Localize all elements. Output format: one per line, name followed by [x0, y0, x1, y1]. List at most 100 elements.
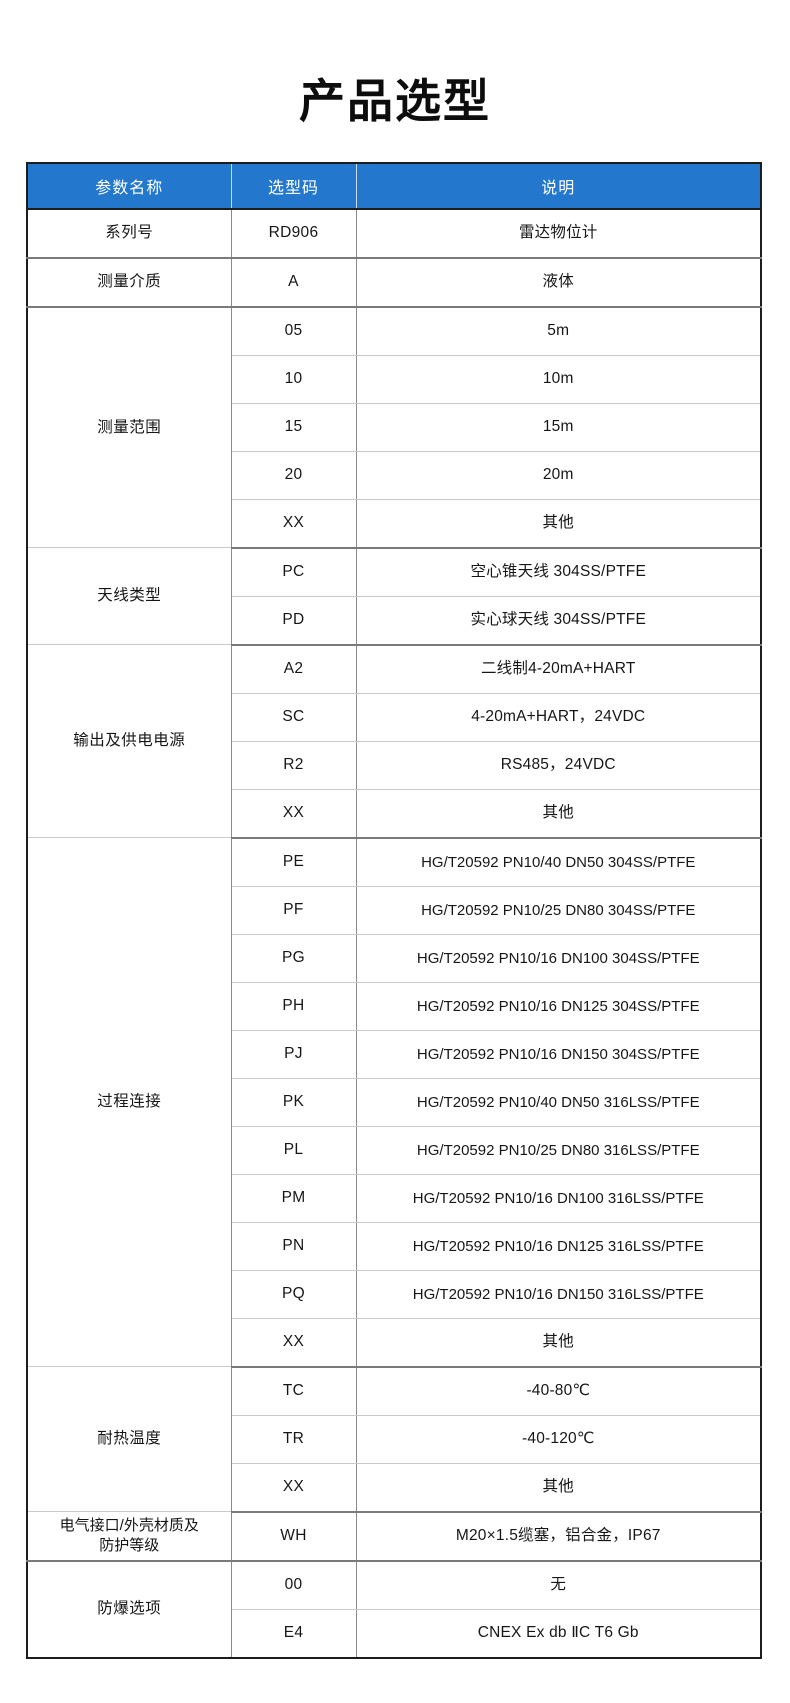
description-cell: 20m	[356, 451, 761, 500]
table-row: PL HG/T20592 PN10/25 DN80 316LSS/PTFE	[27, 1126, 761, 1175]
description-cell: HG/T20592 PN10/16 DN150 316LSS/PTFE	[356, 1270, 761, 1319]
table-row: 10 10m	[27, 355, 761, 404]
table-row: 系列号 RD906 雷达物位计	[27, 208, 761, 259]
table-row: 防爆选项 00 无	[27, 1560, 761, 1659]
column-header-code: 选型码	[231, 162, 357, 210]
selection-code-cell: PJ	[231, 1030, 357, 1079]
selection-code-cell: PD	[231, 596, 357, 646]
table-row: 输出及供电电源 A2 二线制4-20mA+HART	[27, 644, 761, 839]
product-selection-page: 产品选型 参数名称 选型码 说明 系列号 RD906 雷达物位计 测量介质 A 液体 测量范…	[0, 30, 790, 1703]
selection-code-cell: PK	[231, 1078, 357, 1127]
table-row: PH HG/T20592 PN10/16 DN125 304SS/PTFE	[27, 982, 761, 1031]
table-row: 15 15m	[27, 403, 761, 452]
param-name-cell: 耐热温度	[27, 1366, 232, 1513]
description-cell: HG/T20592 PN10/25 DN80 304SS/PTFE	[356, 886, 761, 935]
product-selection-table: 参数名称 选型码 说明 系列号 RD906 雷达物位计 测量介质 A 液体 测量范围 05 5m…	[26, 161, 762, 1659]
description-cell: HG/T20592 PN10/16 DN100 304SS/PTFE	[356, 934, 761, 983]
selection-code-cell: 00	[231, 1560, 357, 1610]
table-row: TR -40-120℃	[27, 1415, 761, 1464]
selection-code-cell: WH	[231, 1511, 357, 1562]
table-row: 20 20m	[27, 451, 761, 500]
column-header-param: 参数名称	[27, 162, 232, 210]
selection-code-cell: 10	[231, 355, 357, 404]
selection-code-cell: PL	[231, 1126, 357, 1175]
description-cell: RS485，24VDC	[356, 741, 761, 790]
description-cell: -40-80℃	[356, 1366, 761, 1416]
selection-code-cell: 20	[231, 451, 357, 500]
selection-code-cell: XX	[231, 1318, 357, 1368]
table-row: SC 4-20mA+HART，24VDC	[27, 693, 761, 742]
page-title: 产品选型	[299, 74, 491, 127]
param-name-cell: 输出及供电电源	[27, 644, 232, 839]
description-cell: 5m	[356, 306, 761, 356]
param-name-cell: 过程连接	[27, 837, 232, 1368]
table-header: 参数名称 选型码 说明	[27, 162, 761, 210]
selection-code-cell: XX	[231, 789, 357, 839]
description-cell: -40-120℃	[356, 1415, 761, 1464]
param-name-cell: 测量介质	[27, 257, 232, 308]
selection-code-cell: TR	[231, 1415, 357, 1464]
description-cell: 雷达物位计	[356, 208, 761, 259]
selection-code-cell: PE	[231, 837, 357, 887]
table-row: E4 CNEX Ex db ⅡC T6 Gb	[27, 1609, 761, 1658]
selection-code-cell: R2	[231, 741, 357, 790]
description-cell: 其他	[356, 1463, 761, 1513]
selection-code-cell: PG	[231, 934, 357, 983]
table-row: 天线类型 PC 空心锥天线 304SS/PTFE	[27, 547, 761, 646]
selection-code-cell: XX	[231, 1463, 357, 1513]
spec-table-container: 参数名称 选型码 说明 系列号 RD906 雷达物位计 测量介质 A 液体 测量范围 05 5m…	[26, 161, 762, 1659]
param-name-line-1: 电气接口/外壳材质及	[59, 1517, 199, 1535]
table-row: 耐热温度 TC -40-80℃	[27, 1366, 761, 1513]
selection-code-cell: PM	[231, 1174, 357, 1223]
table-row: PF HG/T20592 PN10/25 DN80 304SS/PTFE	[27, 886, 761, 935]
selection-code-cell: 05	[231, 306, 357, 356]
selection-code-cell: PH	[231, 982, 357, 1031]
table-row: R2 RS485，24VDC	[27, 741, 761, 790]
table-row: PM HG/T20592 PN10/16 DN100 316LSS/PTFE	[27, 1174, 761, 1223]
selection-code-cell: XX	[231, 499, 357, 549]
description-cell: HG/T20592 PN10/16 DN100 316LSS/PTFE	[356, 1174, 761, 1223]
selection-code-cell: 15	[231, 403, 357, 452]
table-body: 系列号 RD906 雷达物位计 测量介质 A 液体 测量范围 05 5m 10 10m 15 15m 20…	[27, 208, 761, 1659]
selection-code-cell: E4	[231, 1609, 357, 1658]
param-name-cell: 电气接口/外壳材质及 防护等级	[27, 1511, 232, 1562]
param-name-cell: 测量范围	[27, 306, 232, 549]
table-header-row: 参数名称 选型码 说明	[27, 162, 761, 210]
selection-code-cell: SC	[231, 693, 357, 742]
table-row: PQ HG/T20592 PN10/16 DN150 316LSS/PTFE	[27, 1270, 761, 1319]
selection-code-cell: PQ	[231, 1270, 357, 1319]
table-row: PK HG/T20592 PN10/40 DN50 316LSS/PTFE	[27, 1078, 761, 1127]
description-cell: 其他	[356, 789, 761, 839]
table-row: PN HG/T20592 PN10/16 DN125 316LSS/PTFE	[27, 1222, 761, 1271]
table-row: XX 其他	[27, 789, 761, 839]
selection-code-cell: A	[231, 257, 357, 308]
description-cell: 4-20mA+HART，24VDC	[356, 693, 761, 742]
table-row: 测量范围 05 5m	[27, 306, 761, 549]
description-cell: 无	[356, 1560, 761, 1610]
param-name-cell: 天线类型	[27, 547, 232, 646]
description-cell: HG/T20592 PN10/16 DN125 304SS/PTFE	[356, 982, 761, 1031]
description-cell: 二线制4-20mA+HART	[356, 644, 761, 694]
description-cell: 其他	[356, 1318, 761, 1368]
description-cell: HG/T20592 PN10/40 DN50 316LSS/PTFE	[356, 1078, 761, 1127]
column-header-desc: 说明	[356, 162, 761, 210]
description-cell: 10m	[356, 355, 761, 404]
param-name-line-2: 防护等级	[99, 1536, 160, 1554]
selection-code-cell: TC	[231, 1366, 357, 1416]
table-row: PG HG/T20592 PN10/16 DN100 304SS/PTFE	[27, 934, 761, 983]
table-row: PD 实心球天线 304SS/PTFE	[27, 596, 761, 646]
table-row: 电气接口/外壳材质及 防护等级 WH M20×1.5缆塞，铝合金，IP67	[27, 1511, 761, 1562]
description-cell: 其他	[356, 499, 761, 549]
description-cell: HG/T20592 PN10/25 DN80 316LSS/PTFE	[356, 1126, 761, 1175]
description-cell: 空心锥天线 304SS/PTFE	[356, 547, 761, 597]
selection-code-cell: PN	[231, 1222, 357, 1271]
description-cell: HG/T20592 PN10/40 DN50 304SS/PTFE	[356, 837, 761, 887]
table-row: XX 其他	[27, 499, 761, 549]
selection-code-cell: RD906	[231, 208, 357, 259]
selection-code-cell: PC	[231, 547, 357, 597]
table-row: PJ HG/T20592 PN10/16 DN150 304SS/PTFE	[27, 1030, 761, 1079]
table-row: XX 其他	[27, 1463, 761, 1513]
param-name-cell: 系列号	[27, 208, 232, 259]
description-cell: 15m	[356, 403, 761, 452]
table-row: 测量介质 A 液体	[27, 257, 761, 308]
